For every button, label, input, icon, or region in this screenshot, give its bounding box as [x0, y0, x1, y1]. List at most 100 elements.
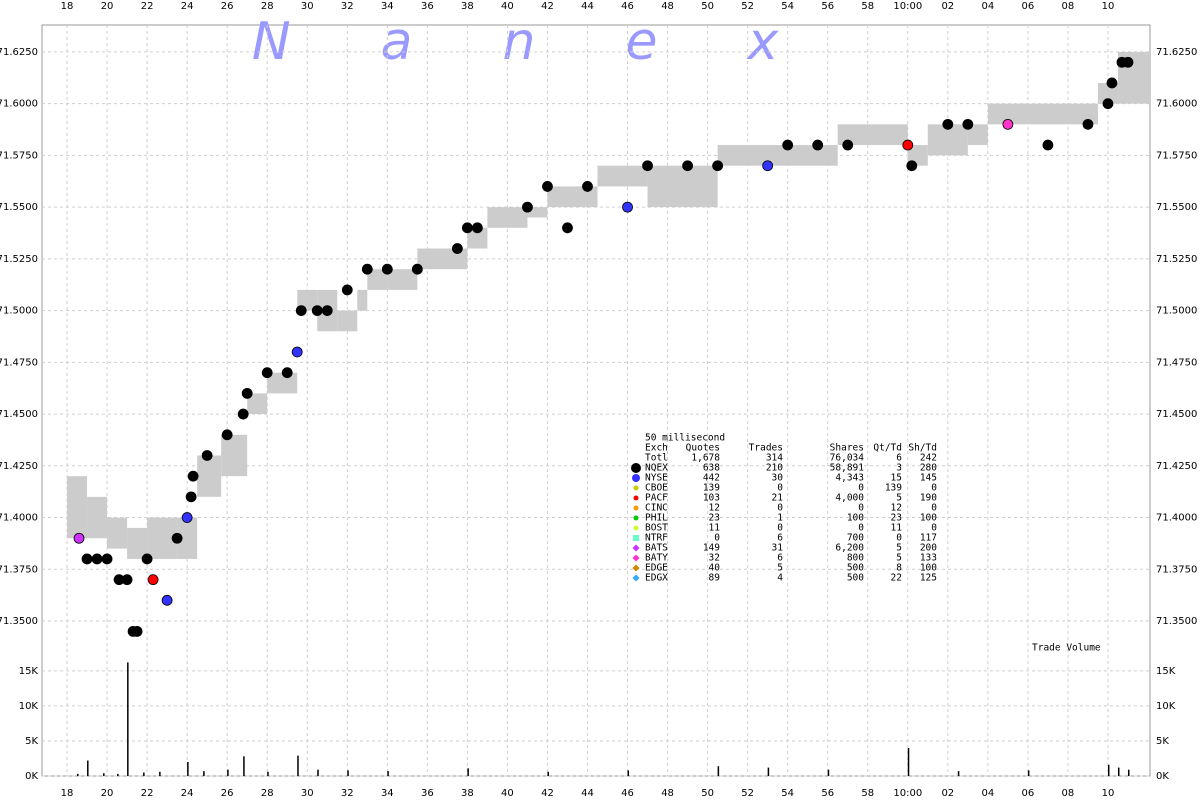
y-tick-label-right: 71.5250 [1156, 254, 1197, 265]
x-tick-label-top: 40 [501, 1, 514, 12]
table-cell: CINC [645, 503, 668, 514]
nbbo-step [267, 372, 298, 394]
y-tick-label-left: 71.6250 [0, 47, 38, 58]
table-cell: 6,200 [835, 543, 864, 554]
table-marker [633, 535, 639, 541]
x-tick-label-bottom: 46 [621, 788, 634, 799]
volume-bar [907, 747, 910, 776]
y-tick-label-right: 71.4750 [1156, 357, 1197, 368]
volume-bar [717, 766, 720, 776]
table-cell: 145 [920, 473, 937, 484]
x-tick-label-top: 52 [741, 1, 754, 12]
table-cell: 6 [777, 553, 783, 564]
volume-bar [187, 761, 189, 776]
nbbo-step [547, 186, 598, 208]
table-cell: PACF [645, 493, 668, 504]
x-tick-label-bottom: 50 [701, 788, 714, 799]
volume-bar [87, 760, 89, 776]
x-tick-label-bottom: 42 [541, 788, 554, 799]
nbbo-step [127, 527, 148, 559]
y-tick-label-right: 71.3500 [1156, 616, 1197, 627]
table-cell: 23 [709, 513, 720, 524]
x-tick-label-top: 06 [1022, 1, 1035, 12]
y2-tick-label-left: 5K [25, 736, 38, 747]
trade-point [471, 222, 483, 234]
trade-point [341, 284, 353, 296]
table-cell: 1 [777, 513, 783, 524]
trade-point [361, 263, 373, 275]
table-cell: 32 [709, 553, 720, 564]
table-cell: NYSE [645, 473, 668, 484]
x-tick-label-bottom: 10 [1102, 788, 1115, 799]
table-cell: 500 [847, 563, 864, 574]
x-tick-label-bottom: 18 [61, 788, 74, 799]
y2-tick-label-right: 5K [1156, 736, 1169, 747]
volume-bar [243, 756, 245, 776]
x-tick-label-bottom: 44 [581, 788, 594, 799]
trade-point [461, 222, 473, 234]
x-tick-label-top: 04 [981, 1, 994, 12]
table-cell: 638 [703, 463, 720, 474]
trade-point [782, 139, 794, 151]
table-marker [632, 564, 640, 572]
table-cell: 89 [709, 573, 721, 584]
y-tick-label-right: 71.4500 [1156, 409, 1197, 420]
trade-point [237, 408, 249, 420]
y-tick-label-left: 71.5750 [0, 150, 38, 161]
table-cell: 4,343 [835, 473, 864, 484]
trade-point [411, 263, 423, 275]
x-tick-label-bottom: 56 [821, 788, 834, 799]
table-cell: 0 [931, 523, 937, 534]
trade-point [522, 201, 533, 213]
x-tick-label-top: 56 [821, 1, 834, 12]
trade-point [141, 553, 153, 565]
table-marker [633, 495, 639, 501]
volume-bar [1117, 767, 1120, 776]
table-cell: 190 [920, 493, 937, 504]
table-cell: 125 [920, 573, 937, 584]
volume-bar [767, 767, 770, 776]
volume-bar [1127, 769, 1130, 776]
volume-bar [957, 771, 960, 776]
table-cell: 3 [896, 463, 902, 474]
trade-point [101, 553, 113, 565]
trade-point [451, 243, 463, 254]
x-tick-label-bottom: 28 [261, 788, 274, 799]
table-cell: 5 [896, 543, 902, 554]
y2-tick-label-left: 15K [19, 666, 39, 677]
nbbo-step [417, 248, 468, 270]
nbbo-step [467, 227, 488, 249]
nbbo-step [197, 455, 222, 497]
nbbo-step [647, 165, 718, 208]
table-cell: 11 [891, 523, 903, 534]
table-cell: 200 [920, 543, 937, 554]
volume-bar [347, 770, 349, 776]
table-cell: 6 [777, 533, 783, 544]
table-marker [631, 463, 641, 473]
y2-tick-label-left: 10K [19, 701, 39, 712]
y-tick-label-left: 71.3750 [0, 564, 38, 575]
x-tick-label-bottom: 58 [861, 788, 874, 799]
x-tick-label-top: 34 [381, 1, 394, 12]
x-tick-label-top: 22 [141, 1, 154, 12]
volume-bar [317, 769, 319, 776]
nbbo-step [87, 496, 108, 539]
trade-point [201, 450, 213, 461]
trade-point [1122, 56, 1134, 68]
nbbo-step [597, 165, 648, 187]
volume-bar [103, 773, 105, 776]
trade-point [1042, 139, 1054, 151]
trade-point [542, 181, 553, 192]
volume-bar [387, 771, 389, 776]
table-marker [633, 515, 639, 521]
x-tick-label-top: 42 [541, 1, 554, 12]
x-tick-label-top: 02 [941, 1, 954, 12]
y-tick-label-left: 71.5500 [0, 202, 38, 213]
x-tick-label-bottom: 24 [181, 788, 194, 799]
volume-bar [203, 771, 205, 776]
table-cell: CBOE [645, 483, 668, 494]
x-tick-label-top: 18 [61, 1, 74, 12]
y-tick-label-right: 71.4250 [1156, 461, 1197, 472]
y-tick-label-right: 71.6250 [1156, 47, 1197, 58]
